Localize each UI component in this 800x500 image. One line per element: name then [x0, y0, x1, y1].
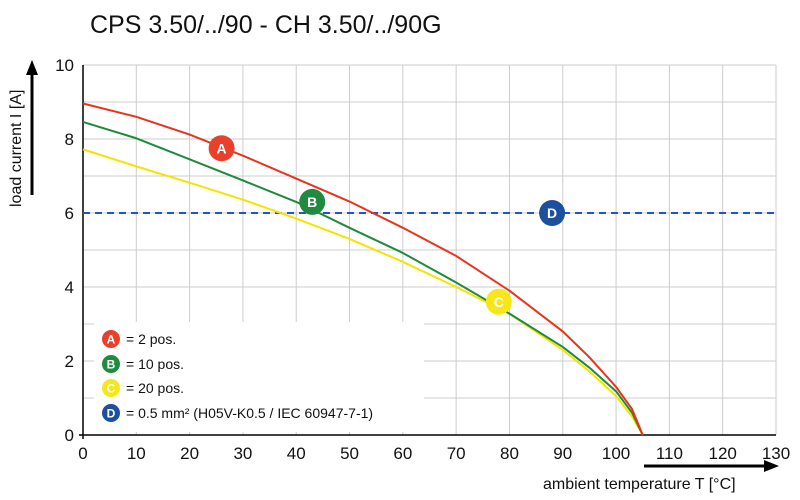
- x-tick-label-90: 90: [553, 444, 572, 463]
- x-tick-label-120: 120: [709, 444, 737, 463]
- legend-background: [94, 322, 424, 432]
- grid: [82, 64, 777, 436]
- legend: A = 2 pos. B = 10 pos. C = 20 pos. D = 0…: [94, 322, 424, 432]
- axes: [79, 65, 776, 439]
- x-tick-label-70: 70: [447, 444, 466, 463]
- series-marker-label-a: A: [217, 140, 227, 156]
- y-tick-label-4: 4: [65, 278, 74, 297]
- legend-marker-b: [102, 355, 120, 373]
- series-marker-label-c: C: [494, 294, 504, 310]
- x-tick-label-100: 100: [602, 444, 630, 463]
- y-tick-label-10: 10: [55, 56, 74, 75]
- series-marker-d: [539, 200, 566, 226]
- series-markers: A B C D: [208, 135, 566, 315]
- y-axis-title-group: load current I [A]: [8, 60, 38, 207]
- series-line-c: [82, 148, 644, 436]
- series-marker-label-d: D: [547, 205, 557, 221]
- chart-title: CPS 3.50/../90 - CH 3.50/../90G: [90, 11, 442, 39]
- x-tick-label-60: 60: [393, 444, 412, 463]
- y-tick-label-0: 0: [65, 426, 74, 445]
- y-axis-title: load current I [A]: [8, 90, 25, 207]
- legend-marker-d: [102, 404, 120, 422]
- y-tick-labels: 0 2 4 6 8 10: [55, 56, 74, 445]
- y-axis-arrow-head: [26, 60, 38, 75]
- legend-label-a: = 2 pos.: [126, 331, 176, 347]
- legend-label-d: = 0.5 mm² (H05V-K0.5 / IEC 60947-7-1): [126, 405, 373, 421]
- legend-label-c: = 20 pos.: [126, 380, 184, 396]
- legend-marker-c-letter: C: [107, 382, 116, 396]
- series-line-b: [82, 121, 644, 436]
- x-tick-label-0: 0: [78, 444, 87, 463]
- legend-marker-c: [102, 379, 120, 397]
- series-group: [82, 102, 776, 436]
- legend-item-d: D = 0.5 mm² (H05V-K0.5 / IEC 60947-7-1): [102, 404, 373, 422]
- legend-marker-a-letter: A: [107, 333, 116, 347]
- legend-item-b: B = 10 pos.: [102, 355, 184, 373]
- x-tick-label-80: 80: [500, 444, 519, 463]
- series-marker-a: [208, 135, 235, 162]
- x-axis-title: ambient temperature T [°C]: [543, 476, 736, 493]
- x-tick-label-50: 50: [340, 444, 359, 463]
- x-tick-label-110: 110: [656, 444, 683, 463]
- series-line-a: [82, 102, 644, 436]
- x-tick-label-10: 10: [127, 444, 146, 463]
- y-tick-label-2: 2: [65, 352, 74, 371]
- y-tick-label-6: 6: [65, 204, 74, 223]
- x-tick-label-130: 130: [762, 444, 790, 463]
- x-axis-arrow-head: [764, 460, 779, 472]
- x-tick-label-30: 30: [233, 444, 252, 463]
- legend-marker-b-letter: B: [107, 358, 116, 372]
- series-marker-label-b: B: [307, 194, 317, 210]
- legend-label-b: = 10 pos.: [126, 356, 184, 372]
- y-tick-label-8: 8: [65, 130, 74, 149]
- legend-marker-a: [102, 330, 120, 348]
- x-tick-labels: 0 10 20 30 40 50 60 70 80 90 100 110 120 130: [78, 444, 790, 463]
- series-marker-b: [299, 188, 326, 215]
- legend-item-a: A = 2 pos.: [102, 330, 176, 348]
- x-axis-title-group: ambient temperature T [°C]: [543, 460, 779, 493]
- x-tick-label-20: 20: [180, 444, 199, 463]
- x-tick-label-40: 40: [287, 444, 306, 463]
- legend-marker-d-letter: D: [107, 407, 116, 421]
- series-marker-c: [485, 288, 512, 315]
- legend-item-c: C = 20 pos.: [102, 379, 184, 397]
